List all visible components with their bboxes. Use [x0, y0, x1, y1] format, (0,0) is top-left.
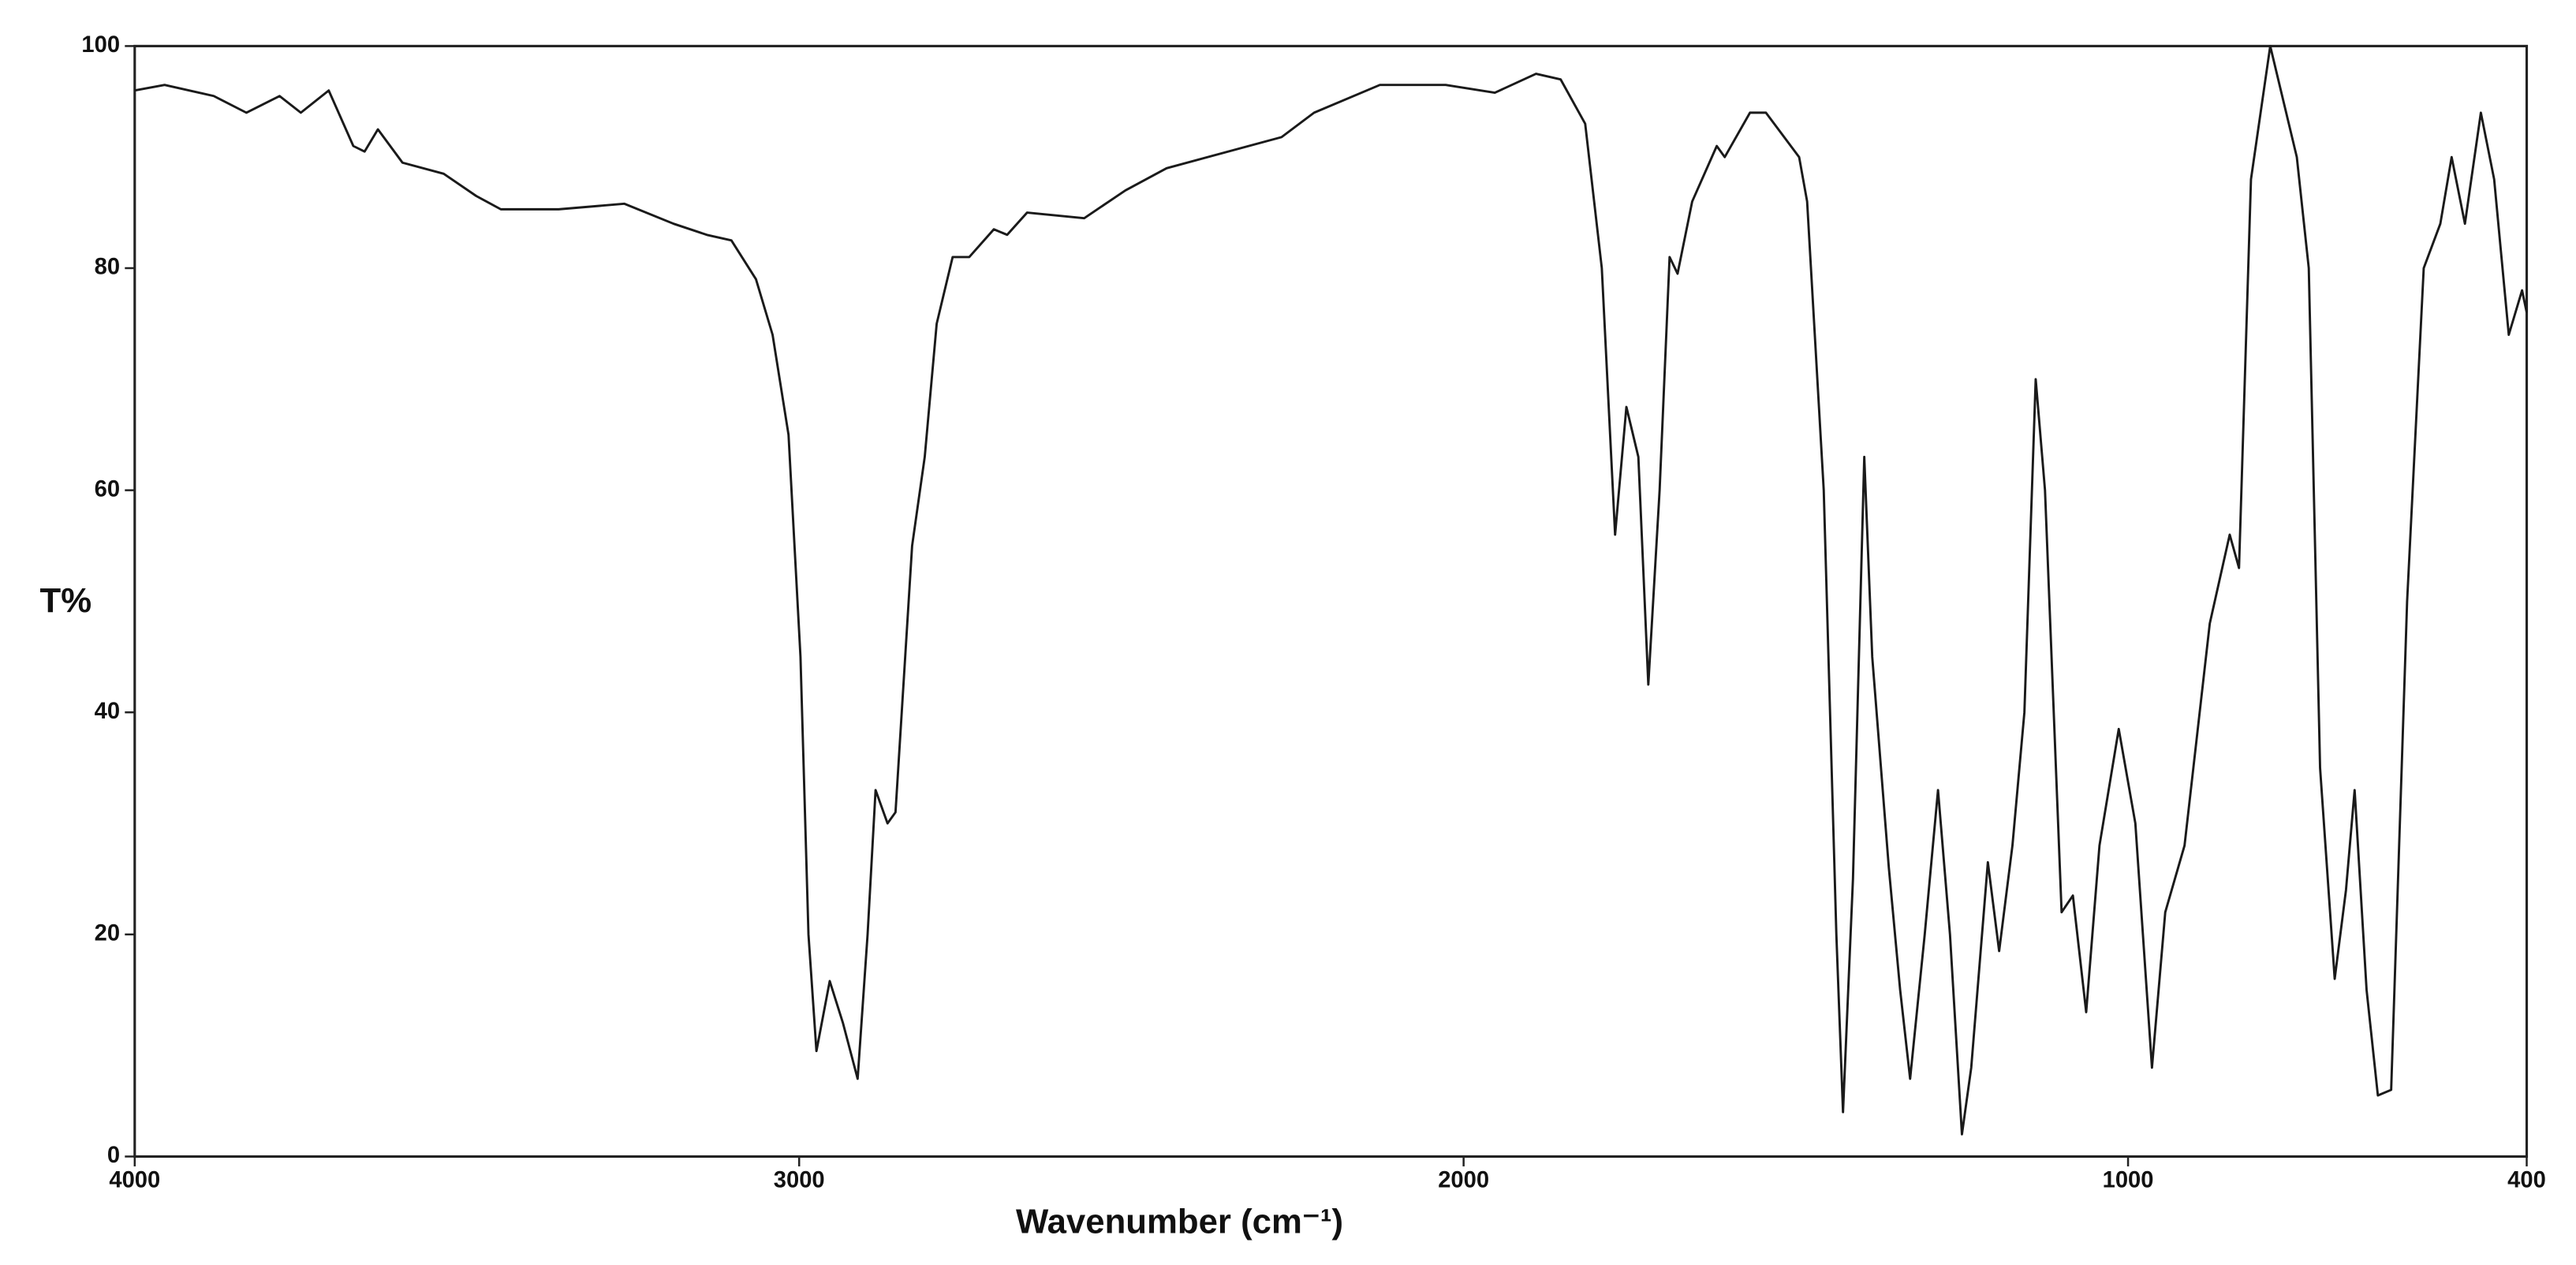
y-axis-title: T% — [40, 581, 92, 620]
x-tick-label: 4000 — [109, 1167, 160, 1192]
y-tick-label: 40 — [95, 699, 120, 724]
y-tick-label: 100 — [81, 32, 120, 58]
x-tick-label: 1000 — [2103, 1167, 2154, 1192]
x-tick-label: 400 — [2507, 1167, 2546, 1192]
y-tick-label: 0 — [107, 1143, 120, 1168]
plot-frame — [133, 44, 2529, 1159]
x-tick-label: 3000 — [774, 1167, 825, 1192]
spectrum-line — [134, 44, 2528, 1136]
y-tick-label: 60 — [95, 476, 120, 502]
y-tick-label: 80 — [95, 255, 120, 280]
x-axis-title: Wavenumber (cm⁻¹) — [1016, 1202, 1343, 1241]
y-tick-label: 20 — [95, 921, 120, 946]
x-tick-label: 2000 — [1438, 1167, 1489, 1192]
